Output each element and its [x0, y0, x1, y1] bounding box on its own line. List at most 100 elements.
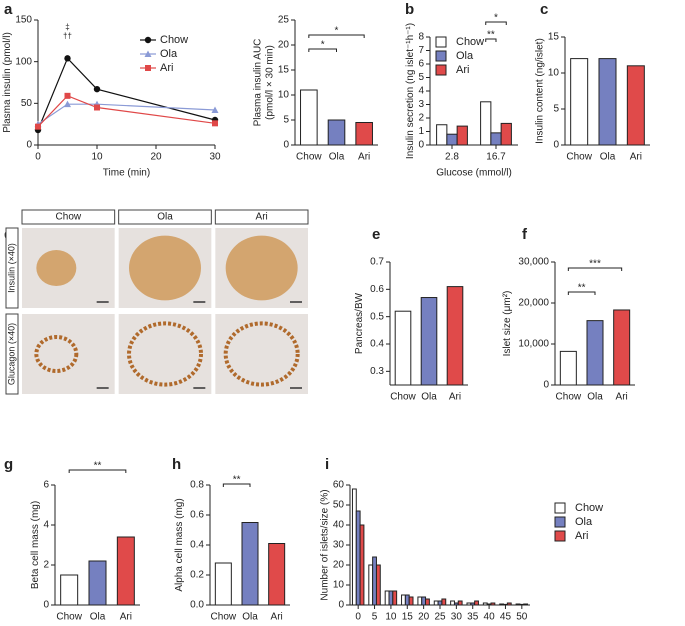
x-tick-label: Chow: [390, 392, 416, 403]
panel-label: g: [4, 456, 13, 473]
y-tick-label: 0.2: [190, 570, 204, 581]
x-tick-label: 0: [355, 612, 361, 623]
y-tick-label: 2: [418, 113, 424, 124]
significance-label: **: [233, 475, 241, 486]
bar: [480, 101, 492, 146]
marker: [144, 36, 152, 44]
x-tick-label: Ari: [120, 612, 132, 623]
marker: [35, 123, 41, 130]
legend-swatch: [554, 502, 566, 514]
y-tick-label: 0: [338, 600, 344, 611]
bar: [446, 133, 458, 146]
legend-label: Ari: [456, 64, 469, 76]
significance-label: **: [94, 461, 102, 472]
marker: [94, 104, 100, 111]
bar: [499, 603, 505, 606]
y-tick-label: 25: [278, 15, 290, 26]
bar: [327, 119, 346, 146]
y-axis-label: Insulin content (ng/islet): [534, 38, 545, 144]
y-tick-label: 20: [333, 560, 345, 571]
significance-bracket: [308, 34, 365, 38]
y-tick-label: 0: [283, 140, 289, 151]
legend-label: Ola: [160, 48, 178, 60]
x-tick-label: Ola: [587, 392, 603, 403]
bar: [355, 510, 361, 606]
annotation: ‡: [65, 22, 69, 31]
x-tick-label: Ari: [358, 152, 370, 163]
x-tick-label: 30: [451, 612, 463, 623]
legend-swatch: [554, 530, 566, 542]
bar: [474, 600, 479, 606]
bar: [417, 596, 423, 606]
y-tick-label: 0.4: [190, 540, 204, 551]
y-tick-label: 20,000: [518, 298, 549, 309]
x-tick-label: 5: [372, 612, 378, 623]
y-axis-label: Plasma insulin AUC: [252, 39, 263, 127]
significance-bracket: [308, 48, 337, 52]
x-tick-label: Chow: [56, 612, 82, 623]
significance-label: ***: [589, 259, 601, 270]
significance-label: **: [487, 30, 495, 41]
y-tick-label: 0.5: [370, 311, 384, 322]
x-tick-label: 20: [150, 152, 162, 163]
panel-label: h: [172, 456, 181, 473]
bar: [453, 602, 459, 606]
x-tick-label: 50: [516, 612, 528, 623]
bar: [613, 309, 631, 386]
y-tick-label: 30: [333, 540, 345, 551]
legend-label: Ari: [160, 62, 173, 74]
y-axis-label: Insulin secretion (ng islet⁻¹h⁻¹): [405, 23, 416, 159]
y-tick-label: 15: [548, 32, 560, 43]
x-tick-label: 0: [35, 152, 41, 163]
bar: [88, 560, 107, 606]
bar: [486, 603, 492, 606]
y-tick-label: 2: [43, 560, 49, 571]
islet: [223, 321, 300, 387]
x-tick-label: Ola: [329, 152, 345, 163]
legend-label: Ola: [456, 50, 474, 62]
bar: [456, 125, 468, 146]
legend-label: Ola: [575, 516, 593, 528]
y-tick-label: 0: [418, 140, 424, 151]
y-axis-label: Number of islets/size (%): [319, 489, 330, 600]
y-tick-label: 10: [278, 90, 290, 101]
bar: [441, 598, 447, 606]
y-tick-label: 3: [418, 99, 424, 110]
islet: [127, 321, 203, 387]
y-tick-label: 0.6: [370, 284, 384, 295]
marker: [64, 55, 71, 62]
x-tick-label: 10: [385, 612, 397, 623]
bar: [394, 310, 412, 386]
bar: [392, 590, 398, 606]
y-tick-label: 8: [418, 32, 424, 43]
y-tick-label: 10: [548, 68, 560, 79]
significance-bracket: [485, 38, 497, 42]
marker: [93, 85, 101, 93]
y-tick-label: 5: [283, 115, 289, 126]
y-tick-label: 100: [15, 56, 32, 67]
x-tick-label: 20: [418, 612, 430, 623]
x-tick-label: Chow: [296, 152, 322, 163]
y-axis-label: (pmol/l × 30 min): [264, 45, 275, 120]
legend-swatch: [554, 516, 566, 528]
bar: [437, 600, 443, 606]
y-tick-label: 0: [26, 140, 32, 151]
y-tick-label: 0.6: [190, 510, 204, 521]
column-header: [214, 209, 309, 225]
bar: [490, 602, 496, 606]
y-tick-label: 0: [43, 600, 49, 611]
bar: [425, 598, 430, 606]
x-tick-label: Ola: [90, 612, 106, 623]
x-tick-label: Ola: [242, 612, 258, 623]
bar: [359, 524, 365, 606]
x-tick-label: Ari: [630, 152, 642, 163]
micrograph: [215, 314, 308, 394]
bar: [446, 286, 464, 386]
x-tick-label: Chow: [556, 392, 582, 403]
bar: [408, 596, 414, 606]
y-tick-label: 6: [43, 480, 49, 491]
x-tick-label: 25: [434, 612, 446, 623]
x-tick-label: 45: [500, 612, 512, 623]
y-tick-label: 5: [418, 72, 424, 83]
